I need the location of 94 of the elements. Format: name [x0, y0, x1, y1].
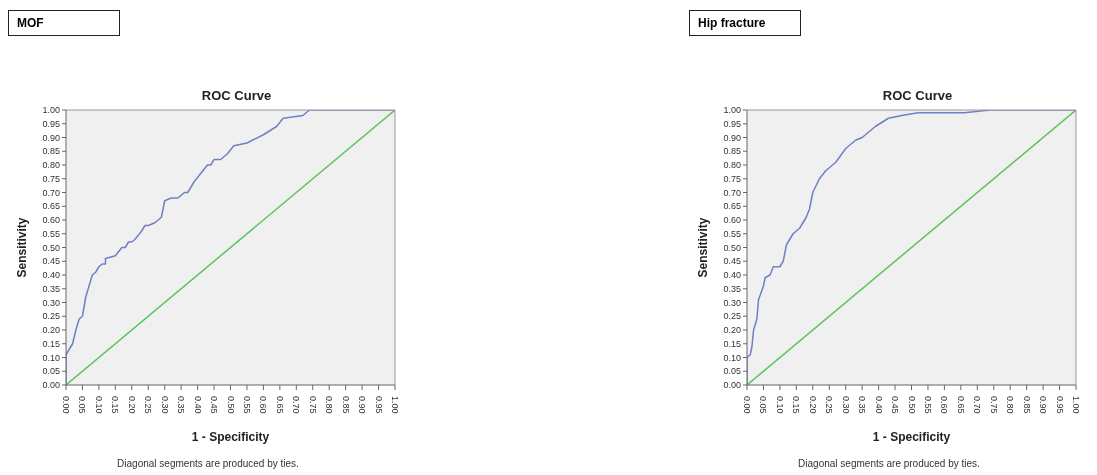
x-tick-label: 0.40 [192, 396, 203, 414]
y-tick-label: 0.90 [42, 132, 60, 143]
x-tick-label: 0.70 [291, 396, 302, 414]
x-tick-label: 1.00 [390, 396, 400, 414]
x-tick-label: 0.10 [93, 396, 104, 414]
y-tick-label: 0.70 [42, 187, 60, 198]
y-tick-label: 0.40 [42, 270, 60, 281]
x-tick-label: 0.90 [1038, 396, 1049, 414]
y-tick-label: 0.75 [42, 173, 60, 184]
y-tick-label: 0.05 [723, 366, 741, 377]
y-tick-label: 0.95 [42, 118, 60, 129]
y-tick-label: 0.85 [42, 146, 60, 157]
chart-title: ROC Curve [200, 88, 273, 103]
y-tick-label: 0.30 [723, 297, 741, 308]
y-tick-label: 0.10 [723, 352, 741, 363]
y-tick-label: 0.55 [723, 228, 741, 239]
x-tick-label: 0.25 [824, 396, 835, 414]
x-tick-label: 0.80 [324, 396, 335, 414]
y-tick-label: 1.00 [723, 105, 741, 116]
x-tick-label: 0.75 [988, 396, 999, 414]
y-tick-label: 0.75 [723, 173, 741, 184]
x-tick-label: 0.60 [939, 396, 950, 414]
chart-title: ROC Curve [881, 88, 954, 103]
y-tick-label: 0.60 [723, 215, 741, 226]
y-tick-label: 0.45 [723, 256, 741, 267]
y-tick-label: 0.95 [723, 118, 741, 129]
x-tick-label: 0.80 [1005, 396, 1016, 414]
y-tick-label: 0.35 [42, 283, 60, 294]
y-tick-label: 0.65 [42, 201, 60, 212]
y-tick-label: 0.80 [723, 160, 741, 171]
y-tick-label: 0.30 [42, 297, 60, 308]
x-tick-label: 0.40 [873, 396, 884, 414]
y-tick-label: 0.90 [723, 132, 741, 143]
x-tick-label: 0.95 [1054, 396, 1065, 414]
y-tick-label: 0.00 [723, 380, 741, 391]
y-tick-label: 0.20 [723, 325, 741, 336]
text: Hip fracture [689, 10, 801, 36]
x-tick-label: 0.30 [840, 396, 851, 414]
y-tick-label: 0.60 [42, 215, 60, 226]
y-tick-label: 0.85 [723, 146, 741, 157]
x-tick-label: 0.20 [807, 396, 818, 414]
x-tick-label: 0.55 [922, 396, 933, 414]
x-tick-label: 0.75 [307, 396, 318, 414]
x-tick-label: 0.20 [126, 396, 137, 414]
y-tick-label: 0.50 [42, 242, 60, 253]
x-tick-label: 0.55 [241, 396, 252, 414]
text: Diagonal segments are produced by ties. [116, 458, 300, 469]
x-tick-label: 0.65 [955, 396, 966, 414]
x-tick-label: 0.60 [258, 396, 269, 414]
y-axis-title: Sensitivity [696, 217, 711, 278]
x-tick-label: 0.15 [791, 396, 802, 414]
y-tick-label: 0.35 [723, 283, 741, 294]
y-tick-label: 0.55 [42, 228, 60, 239]
x-tick-label: 0.50 [225, 396, 236, 414]
x-axis-title: 1 - Specificity [191, 430, 270, 444]
y-tick-label: 0.80 [42, 160, 60, 171]
x-tick-label: 1.00 [1071, 396, 1081, 414]
x-tick-label: 0.15 [110, 396, 121, 414]
y-tick-label: 0.50 [723, 242, 741, 253]
x-tick-label: 0.85 [340, 396, 351, 414]
x-tick-label: 0.35 [176, 396, 187, 414]
y-tick-label: 1.00 [42, 105, 60, 116]
y-tick-label: 0.15 [42, 338, 60, 349]
y-tick-label: 0.45 [42, 256, 60, 267]
x-tick-label: 0.05 [77, 396, 88, 414]
x-axis-title: 1 - Specificity [872, 430, 951, 444]
y-tick-label: 0.25 [42, 311, 60, 322]
x-tick-label: 0.35 [857, 396, 868, 414]
y-tick-label: 0.25 [723, 311, 741, 322]
x-tick-label: 0.05 [758, 396, 769, 414]
x-tick-label: 0.65 [274, 396, 285, 414]
x-tick-label: 0.50 [906, 396, 917, 414]
x-tick-label: 0.10 [774, 396, 785, 414]
x-tick-label: 0.90 [357, 396, 368, 414]
y-tick-label: 0.05 [42, 366, 60, 377]
x-tick-label: 0.85 [1021, 396, 1032, 414]
x-tick-label: 0.30 [159, 396, 170, 414]
y-tick-label: 0.00 [42, 380, 60, 391]
y-tick-label: 0.40 [723, 270, 741, 281]
x-tick-label: 0.95 [373, 396, 384, 414]
x-tick-label: 0.70 [972, 396, 983, 414]
y-tick-label: 0.20 [42, 325, 60, 336]
y-axis-title: Sensitivity [15, 217, 30, 278]
y-tick-label: 0.10 [42, 352, 60, 363]
text: MOF [8, 10, 120, 36]
x-tick-label: 0.25 [143, 396, 154, 414]
y-tick-label: 0.70 [723, 187, 741, 198]
x-tick-label: 0.45 [209, 396, 220, 414]
text: Diagonal segments are produced by ties. [797, 458, 981, 469]
y-tick-label: 0.15 [723, 338, 741, 349]
x-tick-label: 0.45 [890, 396, 901, 414]
y-tick-label: 0.65 [723, 201, 741, 212]
x-tick-label: 0.00 [742, 396, 752, 414]
x-tick-label: 0.00 [61, 396, 71, 414]
